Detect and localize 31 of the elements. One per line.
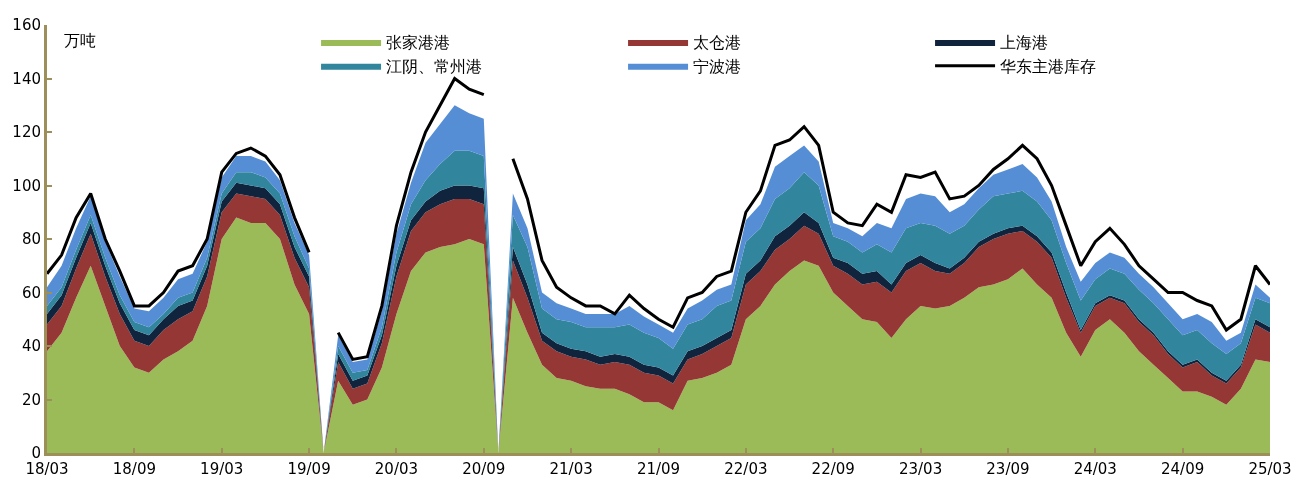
x-tick-label: 24/03 — [1073, 460, 1117, 478]
x-tick-label: 20/09 — [462, 460, 506, 478]
x-tick-label: 22/03 — [724, 460, 768, 478]
y-tick-label: 140 — [12, 69, 41, 88]
x-tick-label: 20/03 — [374, 460, 419, 478]
x-tick-label: 25/03 — [1248, 460, 1292, 478]
x-tick-label: 23/03 — [898, 460, 943, 478]
y-tick-label: 80 — [21, 230, 41, 249]
y-tick-label: 60 — [21, 283, 41, 302]
y-tick-label: 40 — [21, 337, 41, 356]
legend-label: 华东主港库存 — [1000, 56, 1097, 76]
x-tick-label: 24/09 — [1161, 460, 1205, 478]
legend-label: 太仓港 — [693, 33, 742, 53]
legend-label: 张家港港 — [386, 33, 451, 53]
x-tick-label: 21/03 — [549, 460, 593, 478]
x-tick-label: 18/09 — [112, 460, 156, 478]
x-tick-label: 23/09 — [986, 460, 1030, 478]
y-tick-label: 20 — [21, 390, 41, 409]
x-tick-label: 19/09 — [287, 460, 331, 478]
y-axis-title: 万吨 — [64, 31, 96, 50]
y-tick-label: 0 — [31, 444, 41, 463]
y-tick-label: 100 — [12, 176, 41, 195]
legend-label: 江阴、常州港 — [386, 56, 483, 76]
x-tick-label: 18/03 — [25, 460, 69, 478]
x-tick-label: 22/09 — [811, 460, 855, 478]
legend-label: 上海港 — [1000, 33, 1049, 53]
y-tick-label: 120 — [12, 123, 41, 142]
x-tick-label: 19/03 — [200, 460, 244, 478]
y-tick-label: 160 — [12, 16, 41, 35]
legend-label: 宁波港 — [693, 56, 742, 76]
x-tick-label: 21/09 — [636, 460, 681, 478]
